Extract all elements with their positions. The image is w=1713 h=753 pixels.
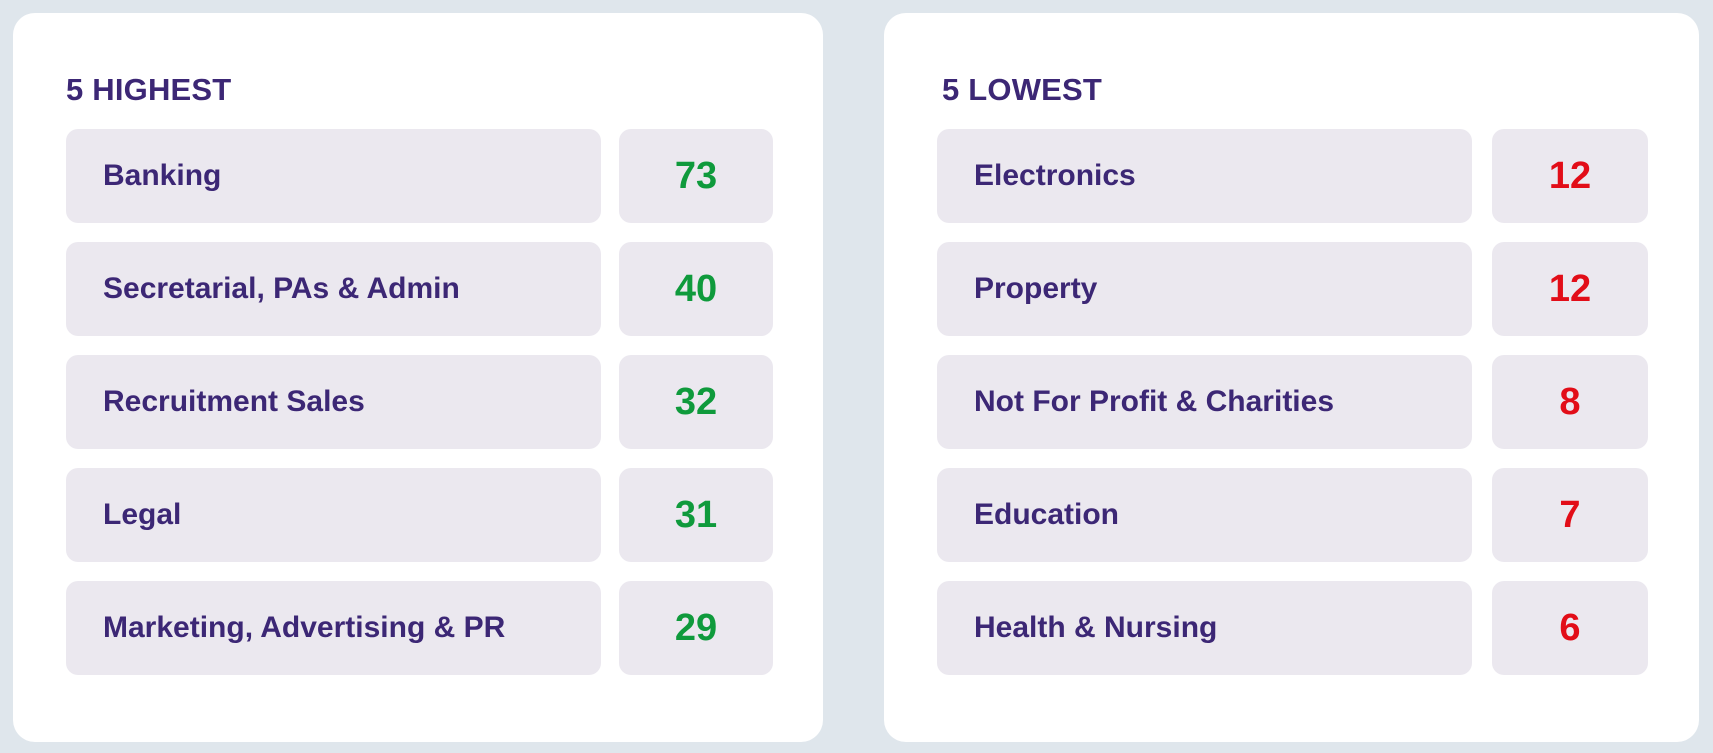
sector-label: Not For Profit & Charities [937,355,1472,449]
sector-value: 12 [1492,242,1648,336]
sector-label: Secretarial, PAs & Admin [66,242,601,336]
list-item: Banking 73 [66,129,773,223]
sector-value: 8 [1492,355,1648,449]
list-item: Marketing, Advertising & PR 29 [66,581,773,675]
highest-panel-title: 5 HIGHEST [66,72,232,107]
list-item: Health & Nursing 6 [937,581,1648,675]
sector-label: Health & Nursing [937,581,1472,675]
sector-value: 29 [619,581,773,675]
sector-label: Banking [66,129,601,223]
sector-label: Legal [66,468,601,562]
sector-label: Electronics [937,129,1472,223]
list-item: Not For Profit & Charities 8 [937,355,1648,449]
list-item: Legal 31 [66,468,773,562]
sector-label: Education [937,468,1472,562]
sector-value: 31 [619,468,773,562]
sector-label: Recruitment Sales [66,355,601,449]
list-item: Recruitment Sales 32 [66,355,773,449]
sector-label: Property [937,242,1472,336]
highest-list: Banking 73 Secretarial, PAs & Admin 40 R… [66,129,773,675]
sector-value: 6 [1492,581,1648,675]
list-item: Property 12 [937,242,1648,336]
lowest-list: Electronics 12 Property 12 Not For Profi… [937,129,1648,675]
sector-value: 73 [619,129,773,223]
highest-panel: 5 HIGHEST Banking 73 Secretarial, PAs & … [13,13,823,742]
sector-value: 40 [619,242,773,336]
list-item: Education 7 [937,468,1648,562]
sector-label: Marketing, Advertising & PR [66,581,601,675]
lowest-panel: 5 LOWEST Electronics 12 Property 12 Not … [884,13,1699,742]
sector-value: 7 [1492,468,1648,562]
list-item: Secretarial, PAs & Admin 40 [66,242,773,336]
lowest-panel-title: 5 LOWEST [942,72,1103,107]
list-item: Electronics 12 [937,129,1648,223]
sector-value: 12 [1492,129,1648,223]
sector-value: 32 [619,355,773,449]
